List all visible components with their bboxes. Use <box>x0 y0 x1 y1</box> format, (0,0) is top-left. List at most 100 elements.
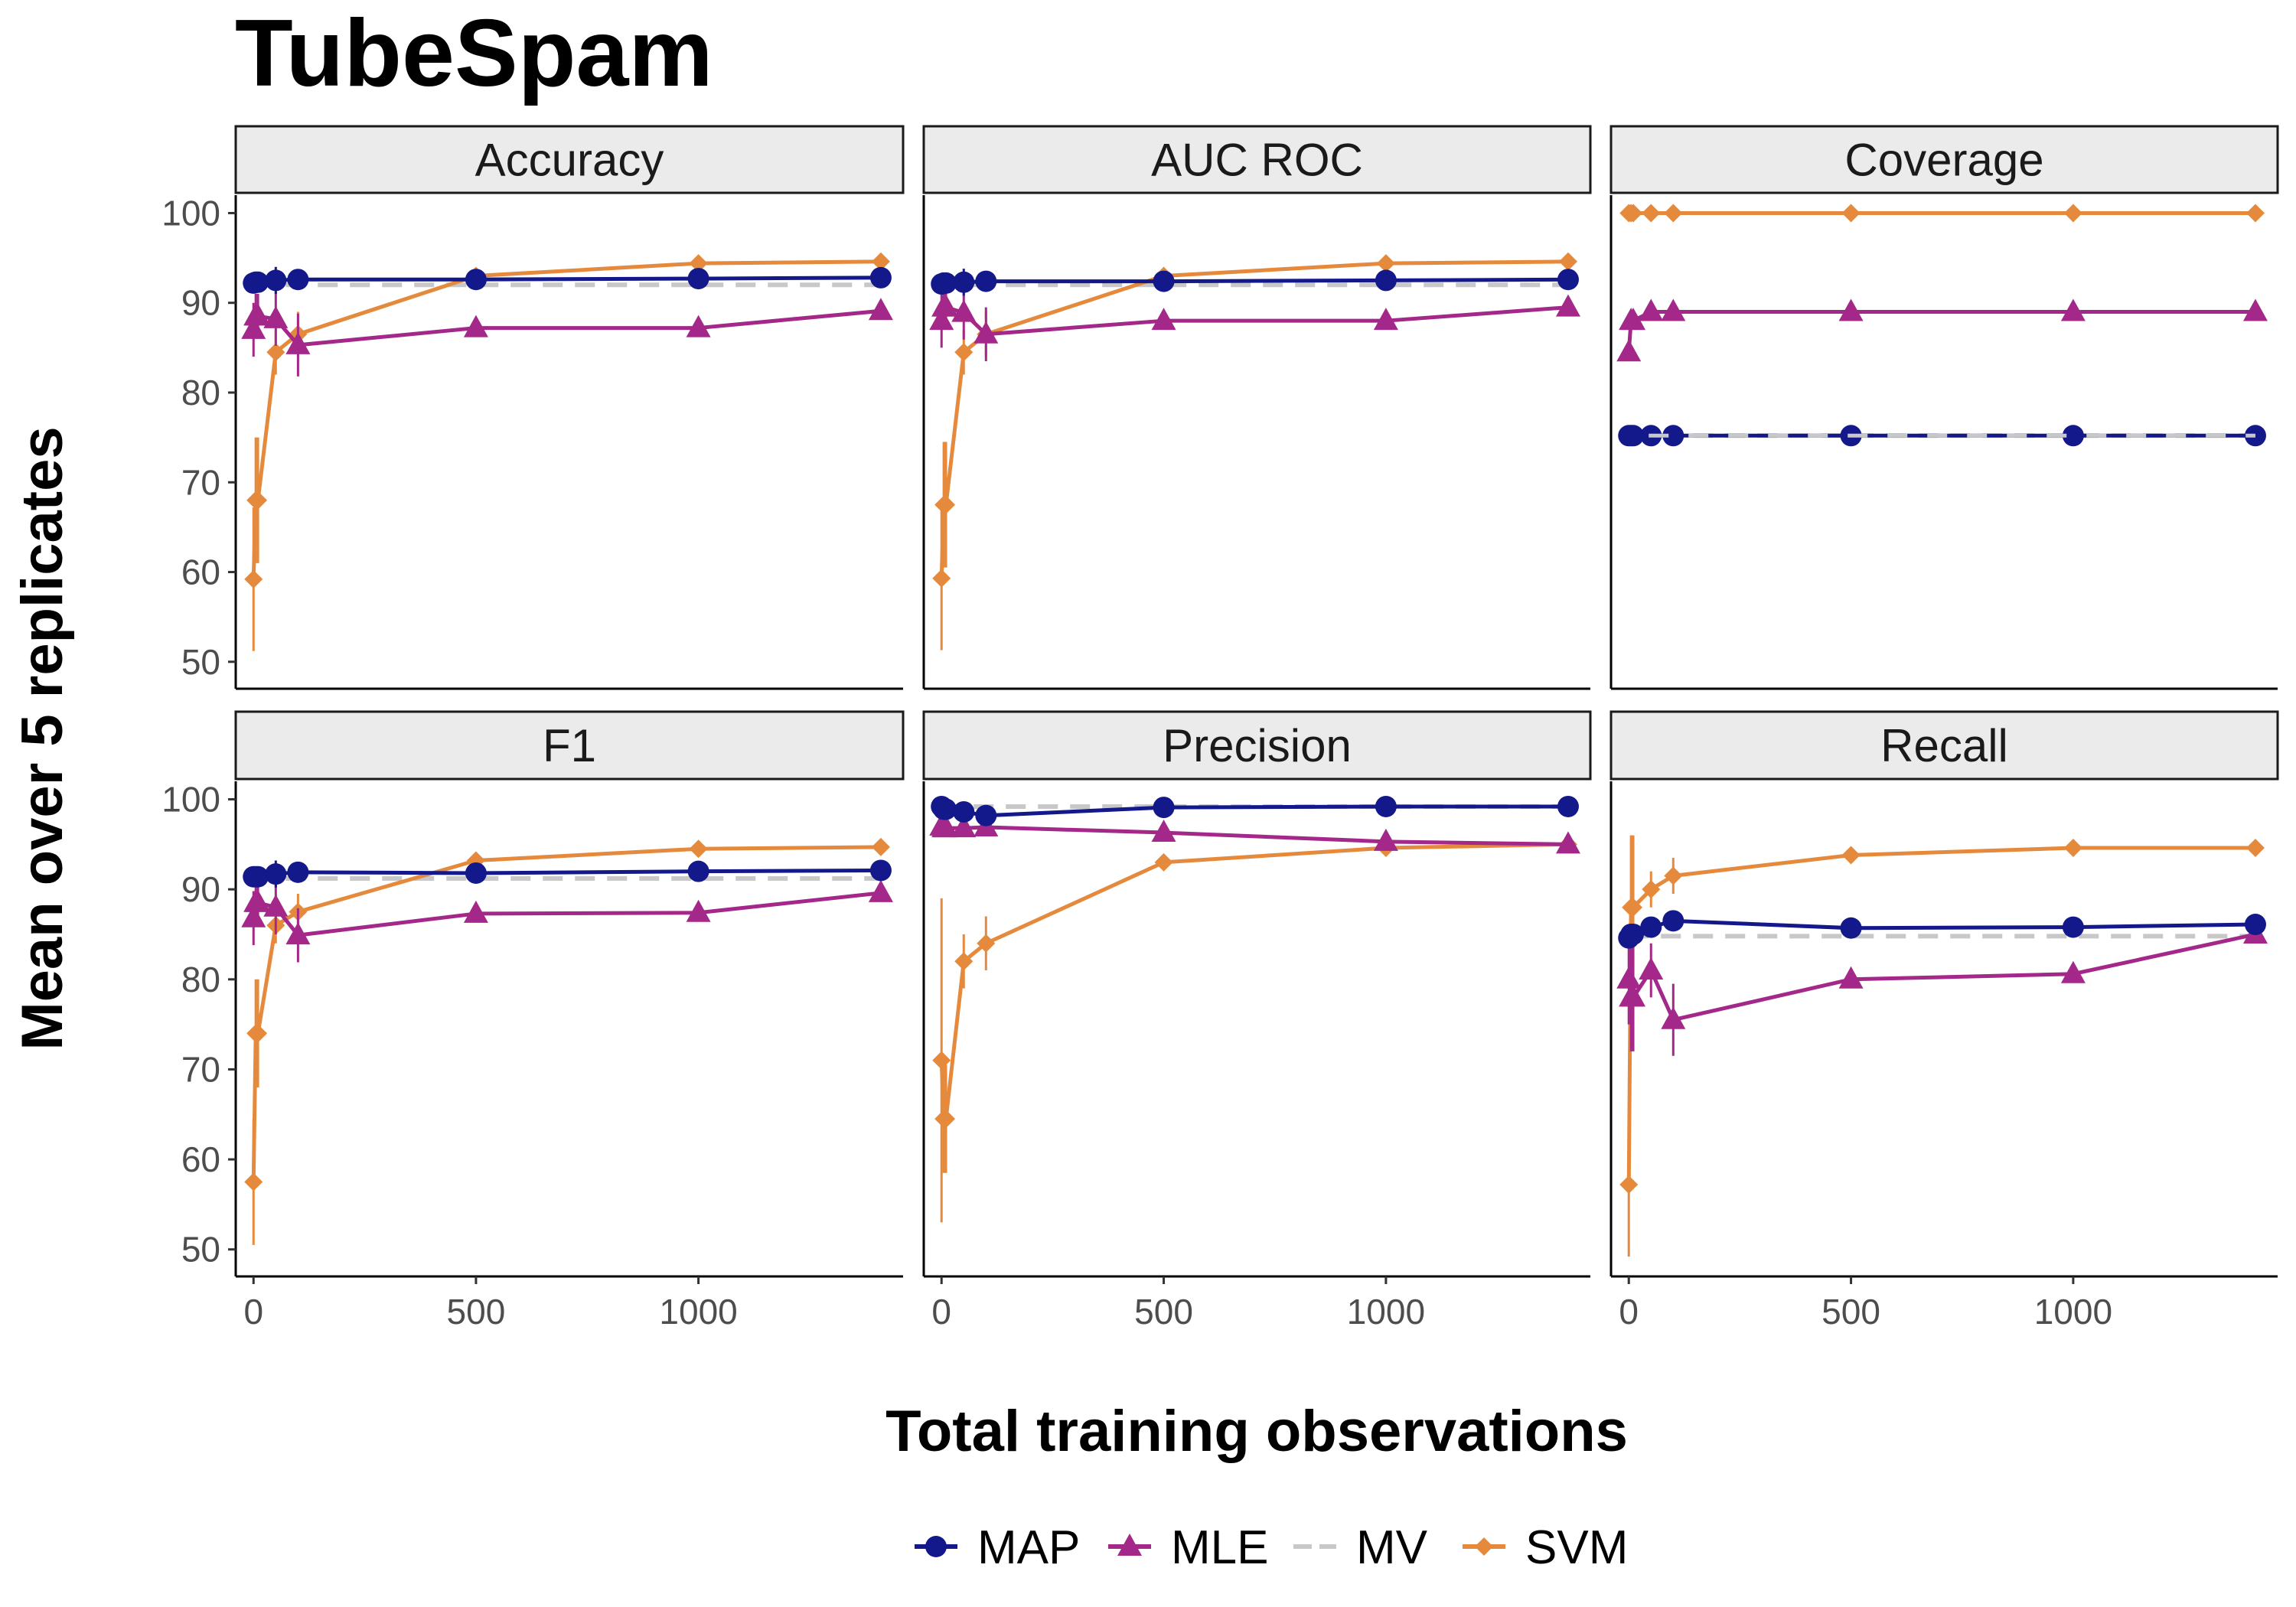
y-tick-label: 70 <box>181 1049 220 1089</box>
x-axis-title: Total training observations <box>885 1399 1628 1464</box>
data-point-map <box>975 270 997 292</box>
data-point-mle <box>974 321 999 344</box>
data-point-map <box>465 269 487 291</box>
series-svm-coverage <box>1619 204 2265 223</box>
panel-recall: Recall 0 500 1000 <box>1609 710 2279 1332</box>
data-point-svm <box>2063 839 2082 858</box>
facet-strip-recall <box>1609 710 2279 781</box>
data-point-mle <box>868 298 893 321</box>
facet-panels: Accuracy 50 60 70 80 90 100 AUC ROC Coverage F1 50… <box>161 125 2279 1332</box>
data-point-map <box>2244 914 2266 936</box>
panel-auc-roc: AUC ROC <box>922 125 1592 690</box>
series-mle-coverage <box>1616 298 2268 362</box>
data-point-mle <box>263 894 289 917</box>
data-point-map <box>1153 270 1175 292</box>
data-point-svm <box>1558 252 1577 271</box>
y-tick-label: 80 <box>181 960 220 999</box>
data-point-mle <box>1621 308 1646 331</box>
series-mle-auc-roc <box>929 285 1580 361</box>
data-point-mle <box>1151 820 1176 843</box>
series-svm-accuracy <box>244 252 890 651</box>
data-point-mle <box>285 331 311 354</box>
data-point-svm <box>266 343 285 362</box>
x-tick-label: 0 <box>931 1292 951 1332</box>
data-point-svm <box>1624 204 1643 223</box>
facet-strip-coverage <box>1609 125 2279 194</box>
x-tick-label: 1000 <box>2034 1292 2112 1332</box>
y-tick-label: 50 <box>181 642 220 682</box>
legend: MAP MLE MV SVM <box>915 1521 1628 1574</box>
data-point-mle <box>246 303 271 326</box>
data-point-map <box>953 271 975 293</box>
facet-strip-f1 <box>234 710 905 781</box>
legend-key-marker-mle <box>1117 1534 1142 1556</box>
data-point-map <box>465 862 487 884</box>
data-point-mle <box>2060 298 2086 321</box>
data-point-svm <box>1664 204 1683 223</box>
x-tick-label: 0 <box>243 1292 263 1332</box>
data-point-map <box>265 269 287 292</box>
y-tick-label: 50 <box>181 1230 220 1270</box>
data-point-svm <box>2063 204 2082 223</box>
data-point-map <box>1623 425 1645 447</box>
y-tick-label: 100 <box>161 780 220 820</box>
y-tick-label: 60 <box>181 553 220 592</box>
data-point-map <box>1623 923 1645 945</box>
data-point-map <box>935 798 957 820</box>
data-point-mle <box>2242 298 2268 321</box>
data-point-mle <box>1838 298 1864 321</box>
data-point-mle <box>1373 308 1398 331</box>
data-point-mle <box>246 889 271 912</box>
data-point-mle <box>1621 984 1646 1007</box>
facet-strip-precision <box>922 710 1592 781</box>
x-tick-label: 500 <box>447 1292 506 1332</box>
y-tick-label: 60 <box>181 1139 220 1179</box>
data-point-svm <box>1664 866 1683 885</box>
data-point-svm <box>937 1110 956 1129</box>
data-point-mle <box>868 879 893 902</box>
data-point-mle <box>1661 1006 1686 1029</box>
panel-coverage: Coverage <box>1609 125 2279 690</box>
facet-label-accuracy: Accuracy <box>475 135 664 186</box>
series-line-svm <box>939 259 1568 579</box>
data-point-mle <box>686 899 711 922</box>
series-map-accuracy <box>243 266 892 294</box>
series-svm-recall <box>1619 835 2265 1257</box>
data-point-svm <box>1642 204 1661 223</box>
data-point-map <box>953 800 975 823</box>
data-point-mle <box>1555 831 1580 854</box>
data-point-svm <box>689 839 708 859</box>
data-point-mle <box>263 305 289 328</box>
data-point-svm <box>2245 839 2265 858</box>
series-line-map <box>253 868 881 879</box>
series-line-svm <box>251 845 881 1182</box>
data-point-svm <box>871 837 890 856</box>
data-point-map <box>687 860 709 882</box>
data-point-svm <box>689 254 708 273</box>
data-point-map <box>687 268 709 290</box>
data-point-svm <box>937 495 956 514</box>
data-point-mle <box>1661 298 1686 321</box>
x-tick-label: 500 <box>1134 1292 1193 1332</box>
legend-label-map: MAP <box>977 1521 1080 1574</box>
x-tick-label: 1000 <box>1347 1292 1425 1332</box>
data-point-mle <box>1616 339 1642 362</box>
data-point-mle <box>929 308 954 331</box>
series-line-svm <box>251 259 881 579</box>
series-map-f1 <box>243 859 892 888</box>
data-point-mle <box>951 299 977 322</box>
series-svm-precision <box>932 835 1577 1223</box>
data-point-svm <box>932 1051 951 1070</box>
x-tick-label: 0 <box>1619 1292 1639 1332</box>
data-point-map <box>1375 269 1397 292</box>
data-point-svm <box>977 934 996 953</box>
data-point-mle <box>463 315 488 337</box>
data-point-svm <box>1154 852 1173 872</box>
data-point-svm <box>1841 846 1861 865</box>
series-mle-accuracy <box>241 292 893 376</box>
y-tick-label: 80 <box>181 373 220 412</box>
data-point-svm <box>1376 254 1395 273</box>
facet-label-coverage: Coverage <box>1844 135 2043 186</box>
